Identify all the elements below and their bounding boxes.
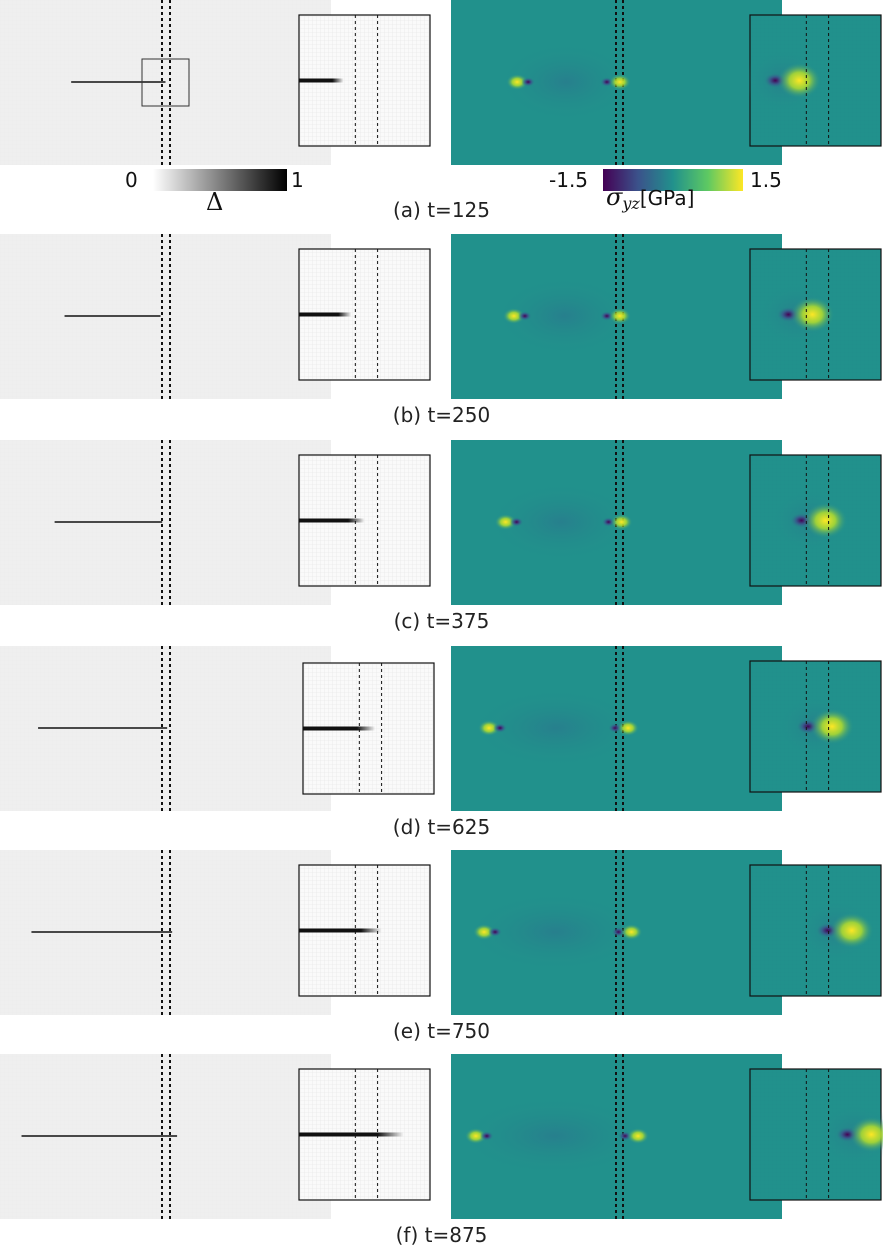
panel-row (0, 646, 882, 811)
right-tip-hot (608, 308, 631, 324)
zoom-crack (299, 518, 365, 523)
right-tip-hot (608, 74, 631, 90)
left-tip-cold (493, 723, 508, 733)
stress-band (497, 42, 635, 122)
panel-row (0, 1054, 883, 1219)
zoom-tip-hot (803, 502, 848, 539)
left-tip-cold (509, 517, 524, 527)
panel-row (0, 440, 882, 605)
stress-subscript: yz (622, 194, 640, 213)
zoom-crack (299, 1132, 404, 1137)
damage-colorbar-title: Δ (206, 188, 224, 216)
stress-colorbar (603, 169, 743, 191)
panel-caption: (d) t=625 (392, 815, 491, 839)
stress-colorbar-title: σyz[GPa] (606, 183, 694, 213)
panel-caption: (b) t=250 (392, 403, 491, 427)
zoom-tip-hot (777, 62, 822, 99)
left-tip-cold (521, 77, 536, 87)
zoom-tip-hot (829, 912, 874, 949)
damage-colorbar-max-label: 1 (291, 168, 304, 192)
left-tip-hot (506, 74, 529, 90)
stress-colorbar-max-label: 1.5 (750, 168, 782, 192)
panel-row (0, 850, 882, 1015)
panel-caption: (a) t=125 (393, 198, 490, 222)
stress-band (469, 688, 644, 768)
right-tip-hot (627, 1128, 650, 1144)
zoom-tip-hot (849, 1116, 883, 1153)
zoom-tip-hot (810, 708, 855, 745)
panel-row (0, 234, 882, 399)
left-tip-hot (502, 308, 525, 324)
panel-caption: (c) t=375 (393, 609, 490, 633)
panel-row (0, 0, 882, 165)
left-tip-hot (473, 924, 496, 940)
right-tip-hot (620, 924, 643, 940)
left-tip-hot (494, 514, 517, 530)
stress-band (485, 482, 637, 562)
left-tip-cold (488, 927, 503, 937)
zoom-crack (303, 726, 376, 731)
left-tip-hot (464, 1128, 487, 1144)
right-tip-hot (610, 514, 633, 530)
panel-caption: (f) t=875 (395, 1223, 488, 1247)
left-tip-cold (479, 1131, 494, 1141)
stress-band (455, 1096, 654, 1176)
zoom-tip-hot (790, 296, 835, 333)
stress-colorbar-min-label: -1.5 (549, 168, 589, 192)
left-tip-hot (478, 720, 501, 736)
zoom-crack (299, 312, 352, 317)
right-tip-hot (617, 720, 640, 736)
damage-colorbar (153, 169, 287, 191)
damage-grid (0, 234, 331, 399)
zoom-crack (299, 928, 382, 933)
stress-band (464, 892, 647, 972)
zoom-crack (299, 78, 344, 83)
stress-symbol: σ (606, 183, 623, 211)
zoom-box (141, 58, 190, 107)
stress-band (493, 276, 635, 356)
stress-unit: [GPa] (639, 186, 695, 210)
damage-grid (0, 440, 331, 605)
left-tip-cold (517, 311, 532, 321)
panel-caption: (e) t=750 (392, 1019, 491, 1043)
damage-colorbar-min-label: 0 (125, 168, 138, 192)
